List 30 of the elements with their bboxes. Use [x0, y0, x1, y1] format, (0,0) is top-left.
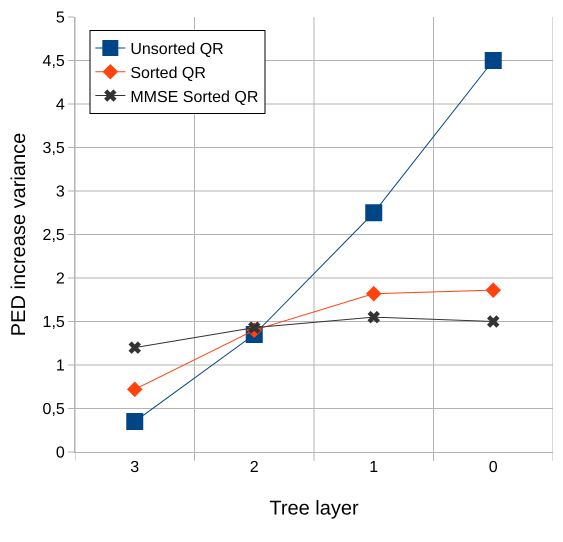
point: [365, 204, 382, 222]
y-tick-label: 3,5: [42, 140, 65, 158]
y-tick-label: 0: [56, 444, 65, 462]
y-axis-title: PED increase variance: [8, 132, 30, 336]
point: [128, 341, 141, 354]
x-tick-label: 2: [250, 459, 259, 476]
y-tick-label: 4: [56, 96, 65, 114]
x-tick-label: 0: [488, 459, 498, 476]
point: [484, 52, 502, 69]
x-axis-title: Tree layer: [269, 498, 359, 520]
point: [126, 382, 143, 398]
point: [126, 413, 144, 430]
x-tick-label: 1: [369, 459, 378, 476]
x-tick-label: 3: [130, 459, 140, 476]
point: [366, 286, 382, 302]
point: [485, 282, 502, 298]
y-tick-label: 4,5: [42, 53, 65, 70]
point: [248, 321, 260, 334]
legend-label: MMSE Sorted QR: [130, 88, 258, 106]
y-tick-label: 2,5: [42, 227, 65, 244]
y-tick-label: 1,5: [42, 314, 65, 332]
y-tick-label: 2: [56, 270, 65, 288]
legend-label: Unsorted QR: [130, 41, 224, 58]
legend-label: Sorted QR: [130, 64, 206, 82]
y-tick-label: 5: [56, 10, 65, 27]
point: [368, 310, 380, 324]
y-tick-label: 1: [56, 358, 65, 375]
point: [487, 315, 500, 328]
y-tick-label: 3: [56, 184, 65, 201]
y-tick-label: 0,5: [42, 401, 65, 418]
